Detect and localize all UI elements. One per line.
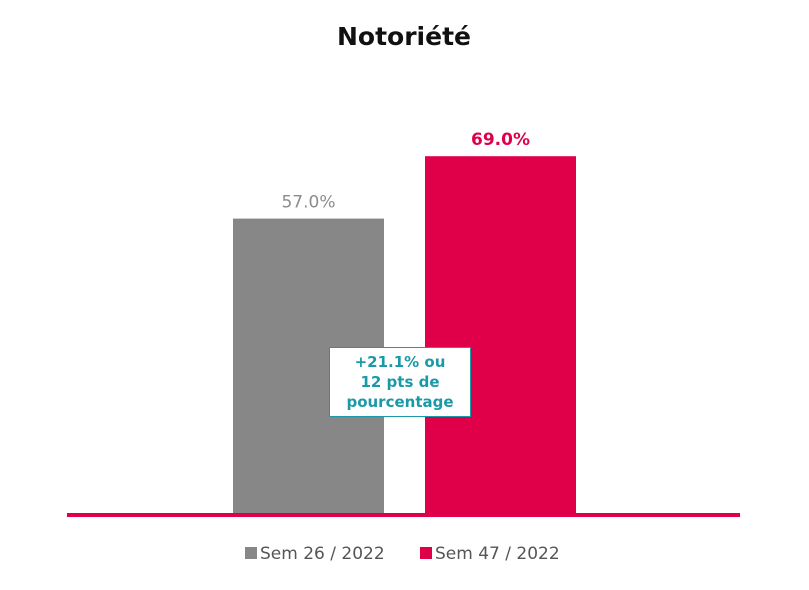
chart-title: Notoriété xyxy=(337,22,471,51)
legend-swatch-2 xyxy=(420,547,432,559)
bar-2 xyxy=(425,156,576,515)
change-annotation-text: +21.1% ou 12 pts de pourcentage xyxy=(346,353,454,411)
bar-value-label-2: 69.0% xyxy=(471,130,530,150)
legend-swatch-1 xyxy=(245,547,257,559)
legend: Sem 26 / 2022 Sem 47 / 2022 xyxy=(245,544,560,564)
legend-label-1: Sem 26 / 2022 xyxy=(260,544,385,564)
change-annotation-box: +21.1% ou 12 pts de pourcentage xyxy=(329,347,471,417)
bar-value-label-1: 57.0% xyxy=(281,193,335,213)
bars-group: 57.0% 69.0% xyxy=(233,130,576,515)
legend-label-2: Sem 47 / 2022 xyxy=(435,544,560,564)
